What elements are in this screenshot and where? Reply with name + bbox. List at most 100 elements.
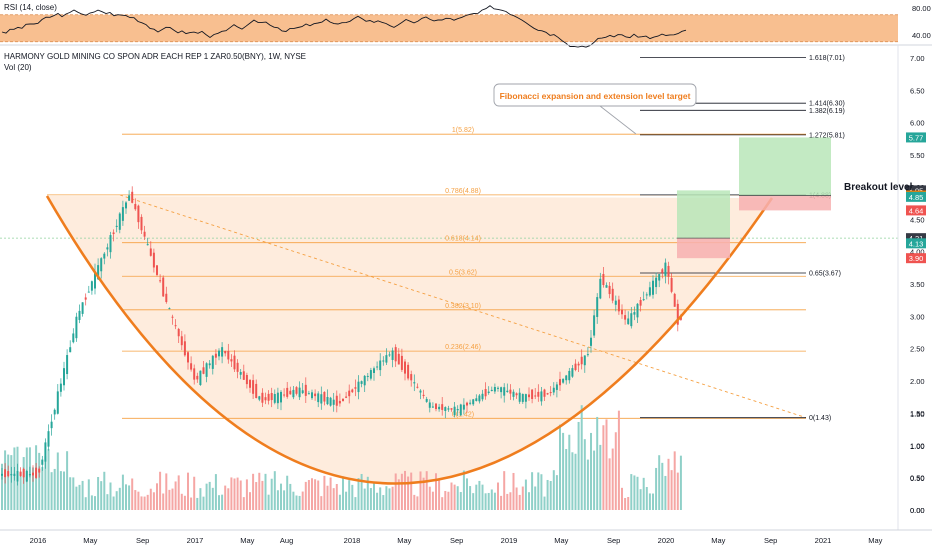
candle-body: [611, 288, 614, 301]
candle-body: [413, 382, 416, 384]
candle-body: [53, 409, 56, 415]
volume-bar: [534, 486, 537, 510]
volume-bar: [159, 471, 162, 510]
volume-bar: [134, 490, 137, 510]
volume-bar: [537, 472, 540, 510]
price-badge: [906, 191, 926, 202]
time-tick-label: May: [868, 536, 882, 545]
candle-body: [162, 277, 165, 297]
volume-bar: [131, 478, 134, 510]
volume-bar: [84, 497, 87, 510]
candle-body: [10, 474, 13, 476]
candle-body: [574, 363, 577, 371]
candle-body: [642, 299, 645, 301]
candle-body: [295, 387, 298, 394]
candle-body: [559, 379, 561, 386]
candle-body: [363, 375, 366, 386]
candle-body: [673, 293, 676, 307]
volume-bar: [506, 493, 509, 510]
volume-bar: [63, 471, 65, 510]
volume-bar: [171, 488, 174, 510]
candle-body: [326, 396, 329, 405]
price-axis[interactable]: 7.006.506.005.505.004.504.003.503.002.50…: [897, 45, 926, 530]
target-zones: [677, 137, 831, 259]
fib-extension-label: 1.414(6.30): [809, 101, 845, 108]
candle-body: [28, 474, 31, 476]
price-badge-label: 4.85: [909, 193, 924, 202]
volume-bar: [676, 472, 679, 510]
candle-body: [7, 471, 10, 477]
volume-bar: [146, 494, 149, 510]
volume-bar: [431, 491, 434, 510]
volume-bar: [500, 495, 503, 510]
volume-bar: [258, 472, 261, 510]
candle-body: [490, 389, 493, 392]
volume-bar: [199, 488, 202, 510]
volume-bar: [283, 490, 286, 510]
volume-bar: [53, 468, 56, 510]
price-tick-label: 0.50: [910, 474, 925, 483]
candle-body: [69, 347, 72, 353]
volume-bar: [357, 478, 360, 510]
volume-bar: [627, 497, 630, 510]
time-axis[interactable]: 2016 May Sep 2017 May Aug 2018 May Sep 2019 May Sep…: [0, 529, 932, 545]
volume-bar: [280, 483, 282, 510]
candle-body: [301, 390, 304, 394]
volume-bar: [543, 496, 546, 510]
candle-body: [549, 392, 552, 394]
candle-body: [583, 355, 586, 366]
second-target-zone: [739, 137, 831, 196]
volume-bar: [233, 478, 236, 510]
volume-bar: [128, 485, 131, 510]
time-tick-label: 2018: [344, 536, 361, 545]
candle-body: [400, 355, 403, 370]
candle-body: [140, 216, 143, 231]
candle-body: [453, 406, 456, 416]
volume-bar: [478, 480, 481, 510]
candle-body: [348, 390, 351, 397]
candle-body: [478, 395, 481, 402]
candle-body: [292, 389, 295, 398]
candle-body: [345, 396, 348, 398]
volume-bar: [326, 485, 329, 510]
candle-body: [661, 269, 664, 273]
volume-bar: [391, 486, 394, 510]
candle-body: [627, 318, 630, 325]
candle-body: [261, 392, 264, 403]
volume-bar: [1, 463, 3, 510]
volume-bar: [469, 486, 472, 510]
candle-body: [25, 470, 28, 482]
candle-body: [351, 389, 354, 393]
candle-body: [81, 302, 84, 314]
candle-body: [97, 265, 100, 280]
volume-bar: [264, 473, 267, 510]
volume-bar: [605, 419, 608, 510]
candle-body: [450, 408, 453, 410]
candle-body: [252, 380, 255, 394]
volume-bar: [156, 483, 158, 510]
price-badge: [906, 132, 926, 143]
volume-bar: [531, 472, 534, 510]
volume-bar: [512, 472, 515, 510]
volume-bar: [261, 480, 264, 510]
volume-bar: [487, 492, 490, 510]
fib-extension-label: 1.618(7.01): [809, 55, 845, 62]
first-stop-zone: [677, 238, 730, 259]
volume-bar: [425, 471, 428, 510]
time-tick-label: 2019: [501, 536, 518, 545]
volume-bar: [602, 425, 605, 510]
volume-bar: [335, 484, 338, 510]
volume-bar: [289, 483, 292, 510]
fib-extension-label: 0.65(3.67): [809, 271, 841, 278]
volume-bar: [385, 486, 388, 510]
candle-body: [639, 300, 642, 306]
volume-bar: [90, 495, 93, 510]
candle-body: [44, 442, 47, 462]
price-tick-label: 3.00: [910, 312, 925, 321]
fib-retracement-label: 0.5(3.62): [449, 269, 477, 276]
candle-body: [103, 253, 106, 259]
volume-bar: [292, 491, 295, 510]
volume-bar: [453, 484, 456, 510]
